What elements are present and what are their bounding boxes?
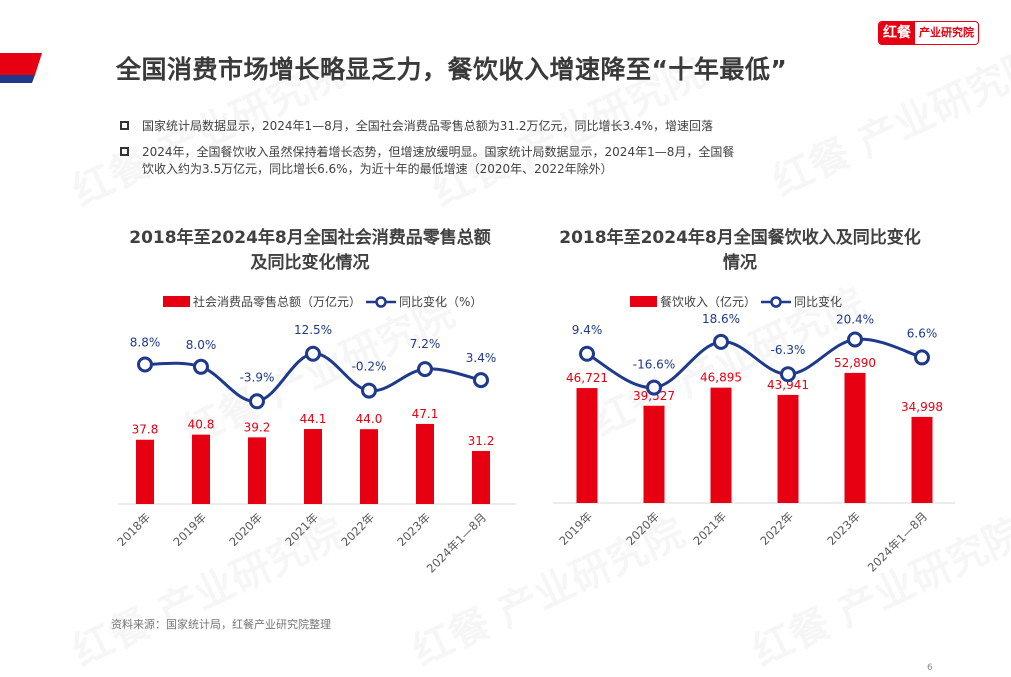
line-marker: [305, 345, 321, 362]
bar: [710, 387, 732, 503]
x-tick-label: 2021年: [690, 509, 729, 548]
logo-mark: 红餐: [879, 22, 915, 44]
brand-logo: 红餐 产业研究院: [878, 21, 979, 45]
source-note: 资料来源：国家统计局，红餐产业研究院整理: [111, 618, 331, 631]
line-marker: [249, 393, 265, 410]
line-marker: [646, 379, 662, 396]
bar: [911, 416, 933, 503]
x-tick-label: 2024年1—8月: [424, 510, 489, 575]
chart2-title-line2: 情况: [723, 253, 757, 273]
line-legend-marker-icon: [366, 295, 397, 308]
page-title: 全国消费市场增长略显乏力，餐饮收入增速降至“十年最低”: [116, 55, 788, 84]
bar-value-label: 39,527: [633, 389, 675, 403]
bar-legend-label: 餐饮收入（亿元）: [660, 295, 757, 309]
x-tick-label: 2021年: [282, 510, 321, 549]
title-accent-bar: [0, 53, 42, 83]
line-value-label: -16.6%: [633, 358, 675, 372]
bar-value-label: 52,890: [834, 356, 876, 370]
bar-value-label: 34,998: [901, 400, 943, 414]
line-marker: [847, 331, 863, 348]
bar: [472, 450, 490, 504]
x-tick-label: 2020年: [623, 509, 662, 548]
bar: [416, 423, 434, 504]
line-value-label: -3.9%: [240, 370, 275, 384]
x-tick-label: 2019年: [556, 509, 595, 548]
bar-value-label: 39.2: [244, 420, 271, 434]
x-tick-label: 2018年: [114, 510, 153, 549]
line-marker: [193, 358, 209, 375]
bar-value-label: 44.1: [300, 412, 327, 426]
x-tick-label: 2022年: [757, 509, 796, 548]
chart1-title-line2: 及同比变化情况: [250, 253, 370, 273]
bar: [643, 405, 665, 503]
bar: [360, 429, 378, 504]
bar-legend-label: 社会消费品零售总额（万亿元）: [193, 295, 362, 309]
bar: [844, 372, 866, 503]
bar-legend-swatch: [630, 296, 657, 307]
line-value-label: 20.4%: [836, 312, 874, 326]
line-value-label: -6.3%: [771, 343, 806, 357]
x-tick-label: 2022年: [338, 510, 377, 549]
bar: [304, 429, 322, 504]
line-marker: [417, 361, 433, 378]
chart2-legend: 餐饮收入（亿元） 同比变化: [630, 293, 842, 310]
line-legend-marker-icon: [761, 295, 792, 308]
chart1-plot: 37.8 2018年 40.8 2019年 39.2 2020年 44.1 2021年 44.0…: [114, 323, 516, 576]
x-tick-label: 2024年1—8月: [865, 509, 930, 574]
line-marker: [361, 382, 377, 399]
bar: [136, 439, 154, 504]
chart1-title: 2018年至2024年8月全国社会消费品零售总额 及同比变化情况: [100, 226, 520, 276]
line-value-label: -0.2%: [352, 360, 387, 374]
x-tick-label: 2023年: [394, 510, 433, 549]
bar: [777, 394, 799, 503]
line-value-label: 8.8%: [130, 335, 161, 349]
bullet-text: 国家统计局数据显示，2024年1—8月，全国社会消费品零售总额为31.2万亿元，…: [142, 119, 714, 133]
line-legend-label: 同比变化（%）: [399, 295, 483, 309]
line-value-label: 12.5%: [294, 323, 332, 337]
bar: [192, 434, 210, 504]
chart2-plot: 46,721 2019年 39,527 2020年 46,895 2021年 43,941 2…: [553, 312, 955, 575]
line-value-label: 7.2%: [410, 337, 441, 351]
bullet-item: 2024年，全国餐饮收入虽然保持着增长态势，但增速放缓明显。国家统计局数据显示，…: [120, 144, 910, 178]
line-value-label: 6.6%: [907, 326, 938, 340]
line-value-label: 18.6%: [702, 312, 740, 326]
bar: [248, 437, 266, 504]
bar-value-label: 46,895: [700, 371, 742, 385]
line-marker: [137, 356, 153, 373]
page-number: 6: [927, 663, 933, 673]
line-marker: [914, 349, 930, 366]
chart1-legend: 社会消费品零售总额（万亿元） 同比变化（%）: [163, 293, 482, 310]
bullet-item: 国家统计局数据显示，2024年1—8月，全国社会消费品零售总额为31.2万亿元，…: [120, 118, 910, 135]
chart1-title-line1: 2018年至2024年8月全国社会消费品零售总额: [129, 228, 491, 248]
bar-value-label: 46,721: [566, 371, 608, 385]
x-tick-label: 2020年: [226, 510, 265, 549]
line-marker: [579, 345, 595, 362]
logo-text: 产业研究院: [919, 26, 974, 39]
square-bullet-icon: [120, 147, 129, 156]
bar-legend-swatch: [163, 296, 190, 307]
bar: [576, 388, 598, 503]
bar-value-label: 40.8: [188, 418, 215, 432]
line-value-label: 8.0%: [186, 338, 217, 352]
chart2-title-line1: 2018年至2024年8月全国餐饮收入及同比变化: [559, 228, 921, 248]
bar-value-label: 44.0: [356, 412, 383, 426]
line-value-label: 9.4%: [572, 323, 603, 337]
line-value-label: 3.4%: [466, 351, 497, 365]
bar-value-label: 43,941: [767, 378, 809, 392]
line-marker: [473, 372, 489, 389]
bar-value-label: 31.2: [468, 434, 495, 448]
square-bullet-icon: [120, 121, 129, 130]
x-tick-label: 2023年: [824, 509, 863, 548]
line-marker: [780, 366, 796, 383]
line-marker: [713, 333, 729, 350]
bullet-list: 国家统计局数据显示，2024年1—8月，全国社会消费品零售总额为31.2万亿元，…: [120, 118, 910, 187]
x-tick-label: 2019年: [170, 510, 209, 549]
line-legend-label: 同比变化: [794, 295, 843, 309]
chart2-title: 2018年至2024年8月全国餐饮收入及同比变化 情况: [530, 226, 950, 276]
bullet-text: 2024年，全国餐饮收入虽然保持着增长态势，但增速放缓明显。国家统计局数据显示，…: [142, 145, 735, 176]
bar-value-label: 37.8: [132, 423, 159, 437]
bar-value-label: 47.1: [412, 407, 439, 421]
